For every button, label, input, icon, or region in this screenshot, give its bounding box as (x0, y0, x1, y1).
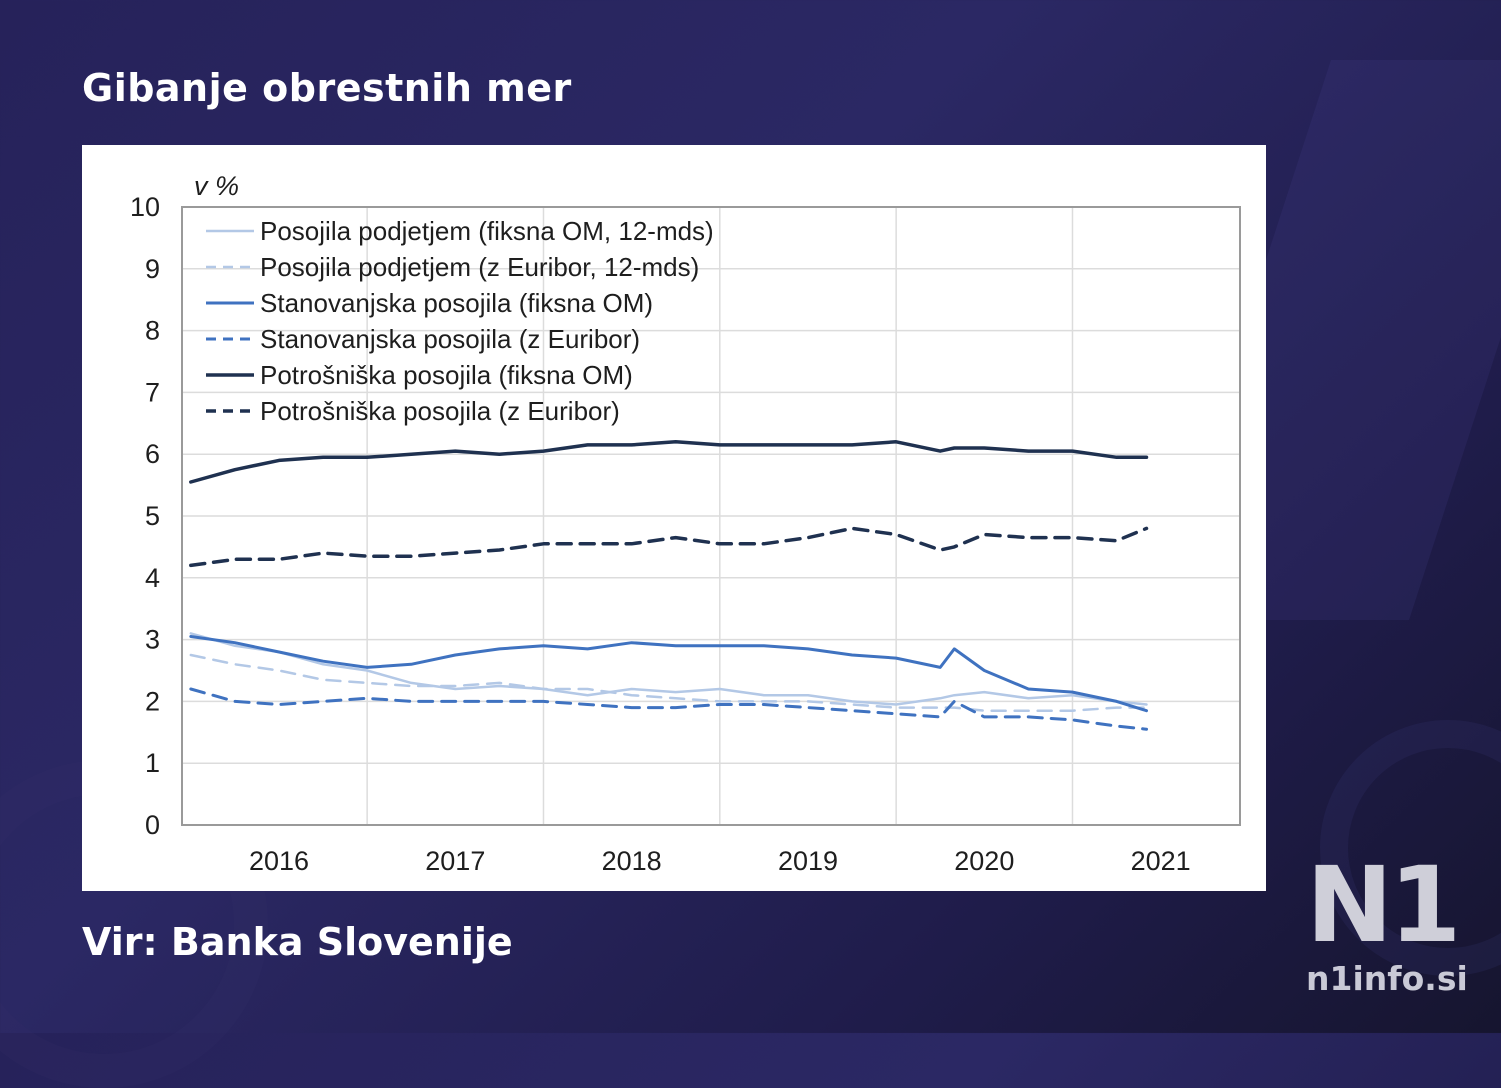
plot-frame (181, 206, 1241, 826)
series-line (189, 440, 1149, 484)
y-tick-label: 2 (145, 686, 160, 716)
x-tick-label: 2021 (1131, 846, 1191, 876)
y-tick-label: 3 (145, 625, 160, 655)
n1-logo[interactable]: N1 n1info.si (1300, 844, 1468, 1005)
legend-label: Posojila podjetjem (z Euribor, 12-mds) (260, 252, 699, 282)
legend-label: Potrošniška posojila (z Euribor) (260, 396, 620, 426)
x-tick-label: 2016 (249, 846, 309, 876)
legend-label: Posojila podjetjem (fiksna OM, 12-mds) (260, 216, 714, 246)
y-tick-label: 1 (145, 748, 160, 778)
x-tick-label: 2020 (954, 846, 1014, 876)
y-tick-label: 5 (145, 501, 160, 531)
page-title: Gibanje obrestnih mer (82, 66, 572, 110)
series-lines (189, 440, 1149, 731)
y-tick-label: 9 (145, 254, 160, 284)
logo-mark: N1 (1306, 844, 1461, 966)
x-tick-label: 2019 (778, 846, 838, 876)
y-tick-label: 4 (145, 563, 160, 593)
y-tick-label: 10 (130, 192, 160, 222)
axes: 0 1 2 3 4 5 6 7 8 9 10 2016 2017 2018 2019 2020 2021 v % (130, 171, 1191, 876)
series-line (189, 653, 1148, 712)
logo-site-url: n1info.si (1306, 959, 1468, 998)
chart-panel: 0 1 2 3 4 5 6 7 8 9 10 2016 2017 2018 2019 2020 2021 v % … (82, 145, 1266, 891)
series-line (189, 526, 1149, 568)
series-line (189, 687, 1148, 731)
y-tick-label: 0 (145, 810, 160, 840)
source-caption: Vir: Banka Slovenije (82, 920, 513, 964)
series-line (189, 635, 1148, 713)
y-tick-label: 7 (145, 377, 160, 407)
series-line (189, 632, 1148, 706)
unit-label: v % (194, 171, 239, 201)
legend: Posojila podjetjem (fiksna OM, 12-mds) Po… (206, 216, 714, 426)
x-tick-label: 2018 (602, 846, 662, 876)
grid (182, 207, 1240, 825)
legend-label: Potrošniška posojila (fiksna OM) (260, 360, 633, 390)
legend-label: Stanovanjska posojila (fiksna OM) (260, 288, 653, 318)
x-tick-label: 2017 (425, 846, 485, 876)
y-tick-label: 8 (145, 316, 160, 346)
legend-label: Stanovanjska posojila (z Euribor) (260, 324, 640, 354)
y-tick-label: 6 (145, 439, 160, 469)
